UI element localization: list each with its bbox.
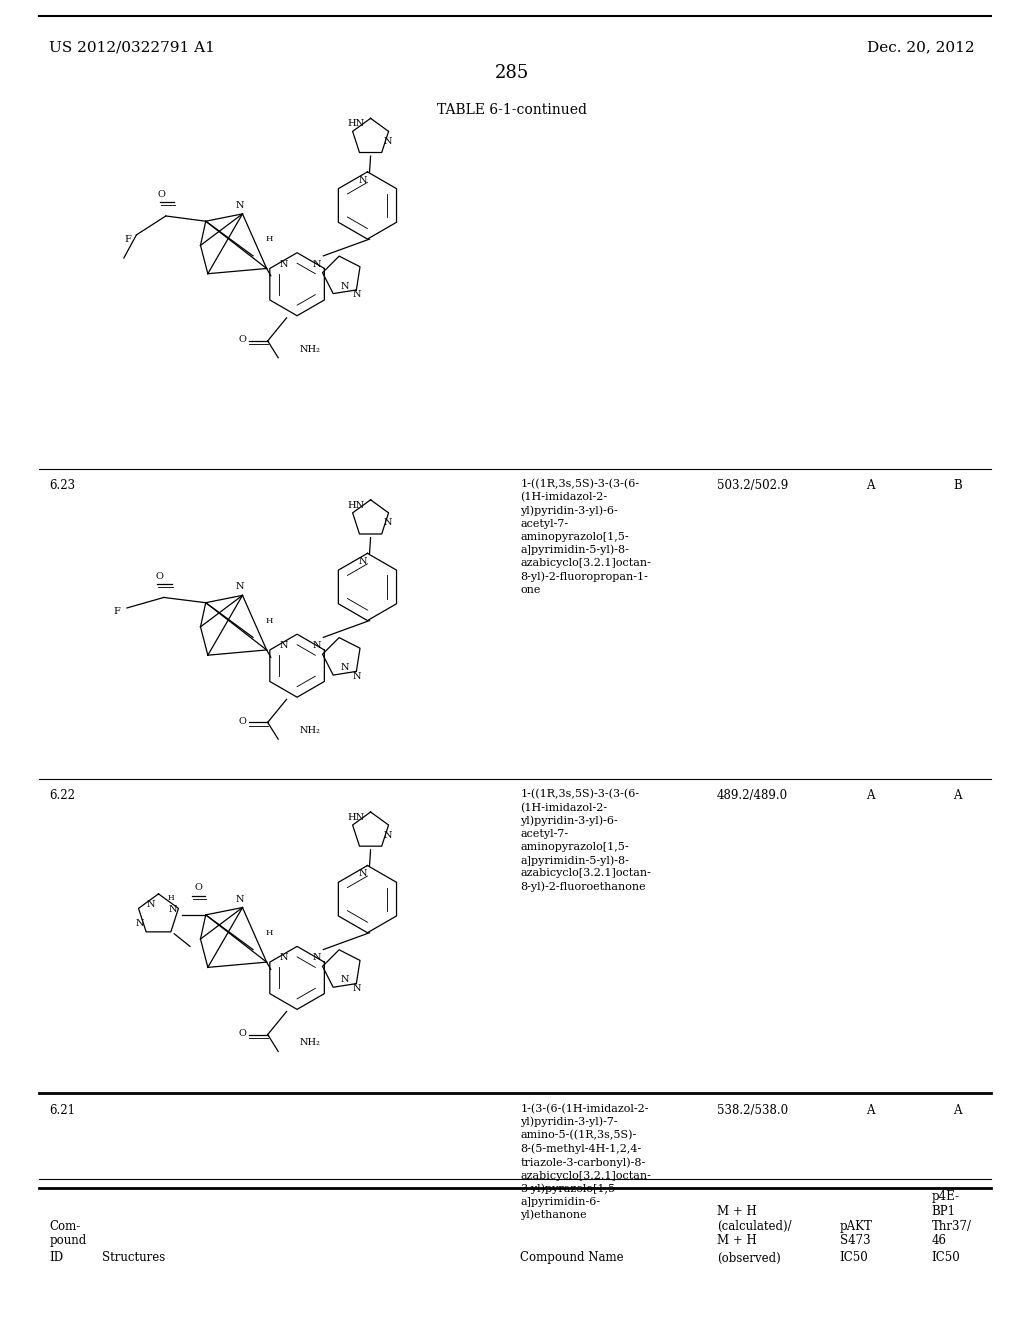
Text: N: N	[383, 830, 392, 840]
Text: N: N	[312, 642, 322, 651]
Text: HN: HN	[347, 813, 365, 822]
Text: IC50: IC50	[840, 1251, 868, 1265]
Text: 46: 46	[932, 1234, 947, 1247]
Text: O: O	[239, 717, 247, 726]
Text: A: A	[866, 1104, 874, 1117]
Text: 489.2/489.0: 489.2/489.0	[717, 789, 787, 803]
Text: N: N	[135, 919, 143, 928]
Text: N: N	[340, 281, 348, 290]
Text: N: N	[352, 672, 361, 681]
Text: 6.22: 6.22	[49, 789, 75, 803]
Text: N: N	[146, 900, 156, 909]
Text: ID: ID	[49, 1251, 63, 1265]
Text: A: A	[953, 1104, 962, 1117]
Text: N: N	[352, 290, 361, 300]
Text: F: F	[125, 235, 131, 244]
Text: H: H	[265, 616, 272, 624]
Text: Thr37/: Thr37/	[932, 1220, 972, 1233]
Text: TABLE 6-1-continued: TABLE 6-1-continued	[437, 103, 587, 116]
Text: NH₂: NH₂	[299, 345, 321, 354]
Text: N: N	[280, 260, 288, 269]
Text: N: N	[236, 201, 244, 210]
Text: N: N	[236, 582, 244, 591]
Text: H: H	[265, 235, 272, 243]
Text: 538.2/538.0: 538.2/538.0	[717, 1104, 787, 1117]
Text: N: N	[359, 176, 368, 185]
Text: F: F	[113, 607, 120, 615]
Text: N: N	[280, 953, 288, 962]
Text: IC50: IC50	[932, 1251, 961, 1265]
Text: p4E-: p4E-	[932, 1191, 959, 1203]
Text: O: O	[195, 883, 203, 892]
Text: (observed): (observed)	[717, 1251, 780, 1265]
Text: N: N	[312, 953, 322, 962]
Text: Structures: Structures	[102, 1251, 166, 1265]
Text: H: H	[265, 929, 272, 937]
Text: 503.2/502.9: 503.2/502.9	[717, 479, 788, 492]
Text: H: H	[168, 894, 174, 902]
Text: N: N	[359, 870, 368, 878]
Text: N: N	[312, 260, 322, 269]
Text: 6.23: 6.23	[49, 479, 76, 492]
Text: A: A	[866, 479, 874, 492]
Text: N: N	[340, 663, 348, 672]
Text: A: A	[866, 789, 874, 803]
Text: US 2012/0322791 A1: US 2012/0322791 A1	[49, 41, 215, 54]
Text: HN: HN	[347, 500, 365, 510]
Text: BP1: BP1	[932, 1205, 955, 1217]
Text: (calculated)/: (calculated)/	[717, 1220, 792, 1233]
Text: N: N	[352, 983, 361, 993]
Text: O: O	[239, 1030, 247, 1038]
Text: N: N	[340, 975, 348, 985]
Text: NH₂: NH₂	[299, 1039, 321, 1048]
Text: Compound Name: Compound Name	[520, 1251, 624, 1265]
Text: A: A	[953, 789, 962, 803]
Text: N: N	[383, 137, 392, 147]
Text: 6.21: 6.21	[49, 1104, 75, 1117]
Text: 1-(3-(6-(1H-imidazol-2-
yl)pyridin-3-yl)-7-
amino-5-((1R,3s,5S)-
8-(5-methyl-4H-: 1-(3-(6-(1H-imidazol-2- yl)pyridin-3-yl)…	[520, 1104, 651, 1221]
Text: N: N	[280, 642, 288, 651]
Text: M + H: M + H	[717, 1205, 757, 1217]
Text: M + H: M + H	[717, 1234, 757, 1247]
Text: pound: pound	[49, 1234, 86, 1247]
Text: N: N	[383, 519, 392, 528]
Text: 1-((1R,3s,5S)-3-(3-(6-
(1H-imidazol-2-
yl)pyridin-3-yl)-6-
acetyl-7-
aminopyrazo: 1-((1R,3s,5S)-3-(3-(6- (1H-imidazol-2- y…	[520, 479, 651, 594]
Text: 285: 285	[495, 63, 529, 82]
Text: N: N	[169, 906, 177, 915]
Text: O: O	[239, 335, 247, 345]
Text: S473: S473	[840, 1234, 870, 1247]
Text: 1-((1R,3s,5S)-3-(3-(6-
(1H-imidazol-2-
yl)pyridin-3-yl)-6-
acetyl-7-
aminopyrazo: 1-((1R,3s,5S)-3-(3-(6- (1H-imidazol-2- y…	[520, 789, 651, 892]
Text: pAKT: pAKT	[840, 1220, 872, 1233]
Text: N: N	[359, 557, 368, 566]
Text: Com-: Com-	[49, 1220, 81, 1233]
Text: B: B	[953, 479, 962, 492]
Text: HN: HN	[347, 119, 365, 128]
Text: N: N	[236, 895, 244, 904]
Text: NH₂: NH₂	[299, 726, 321, 735]
Text: Dec. 20, 2012: Dec. 20, 2012	[867, 41, 975, 54]
Text: O: O	[156, 572, 164, 581]
Text: O: O	[158, 190, 166, 199]
